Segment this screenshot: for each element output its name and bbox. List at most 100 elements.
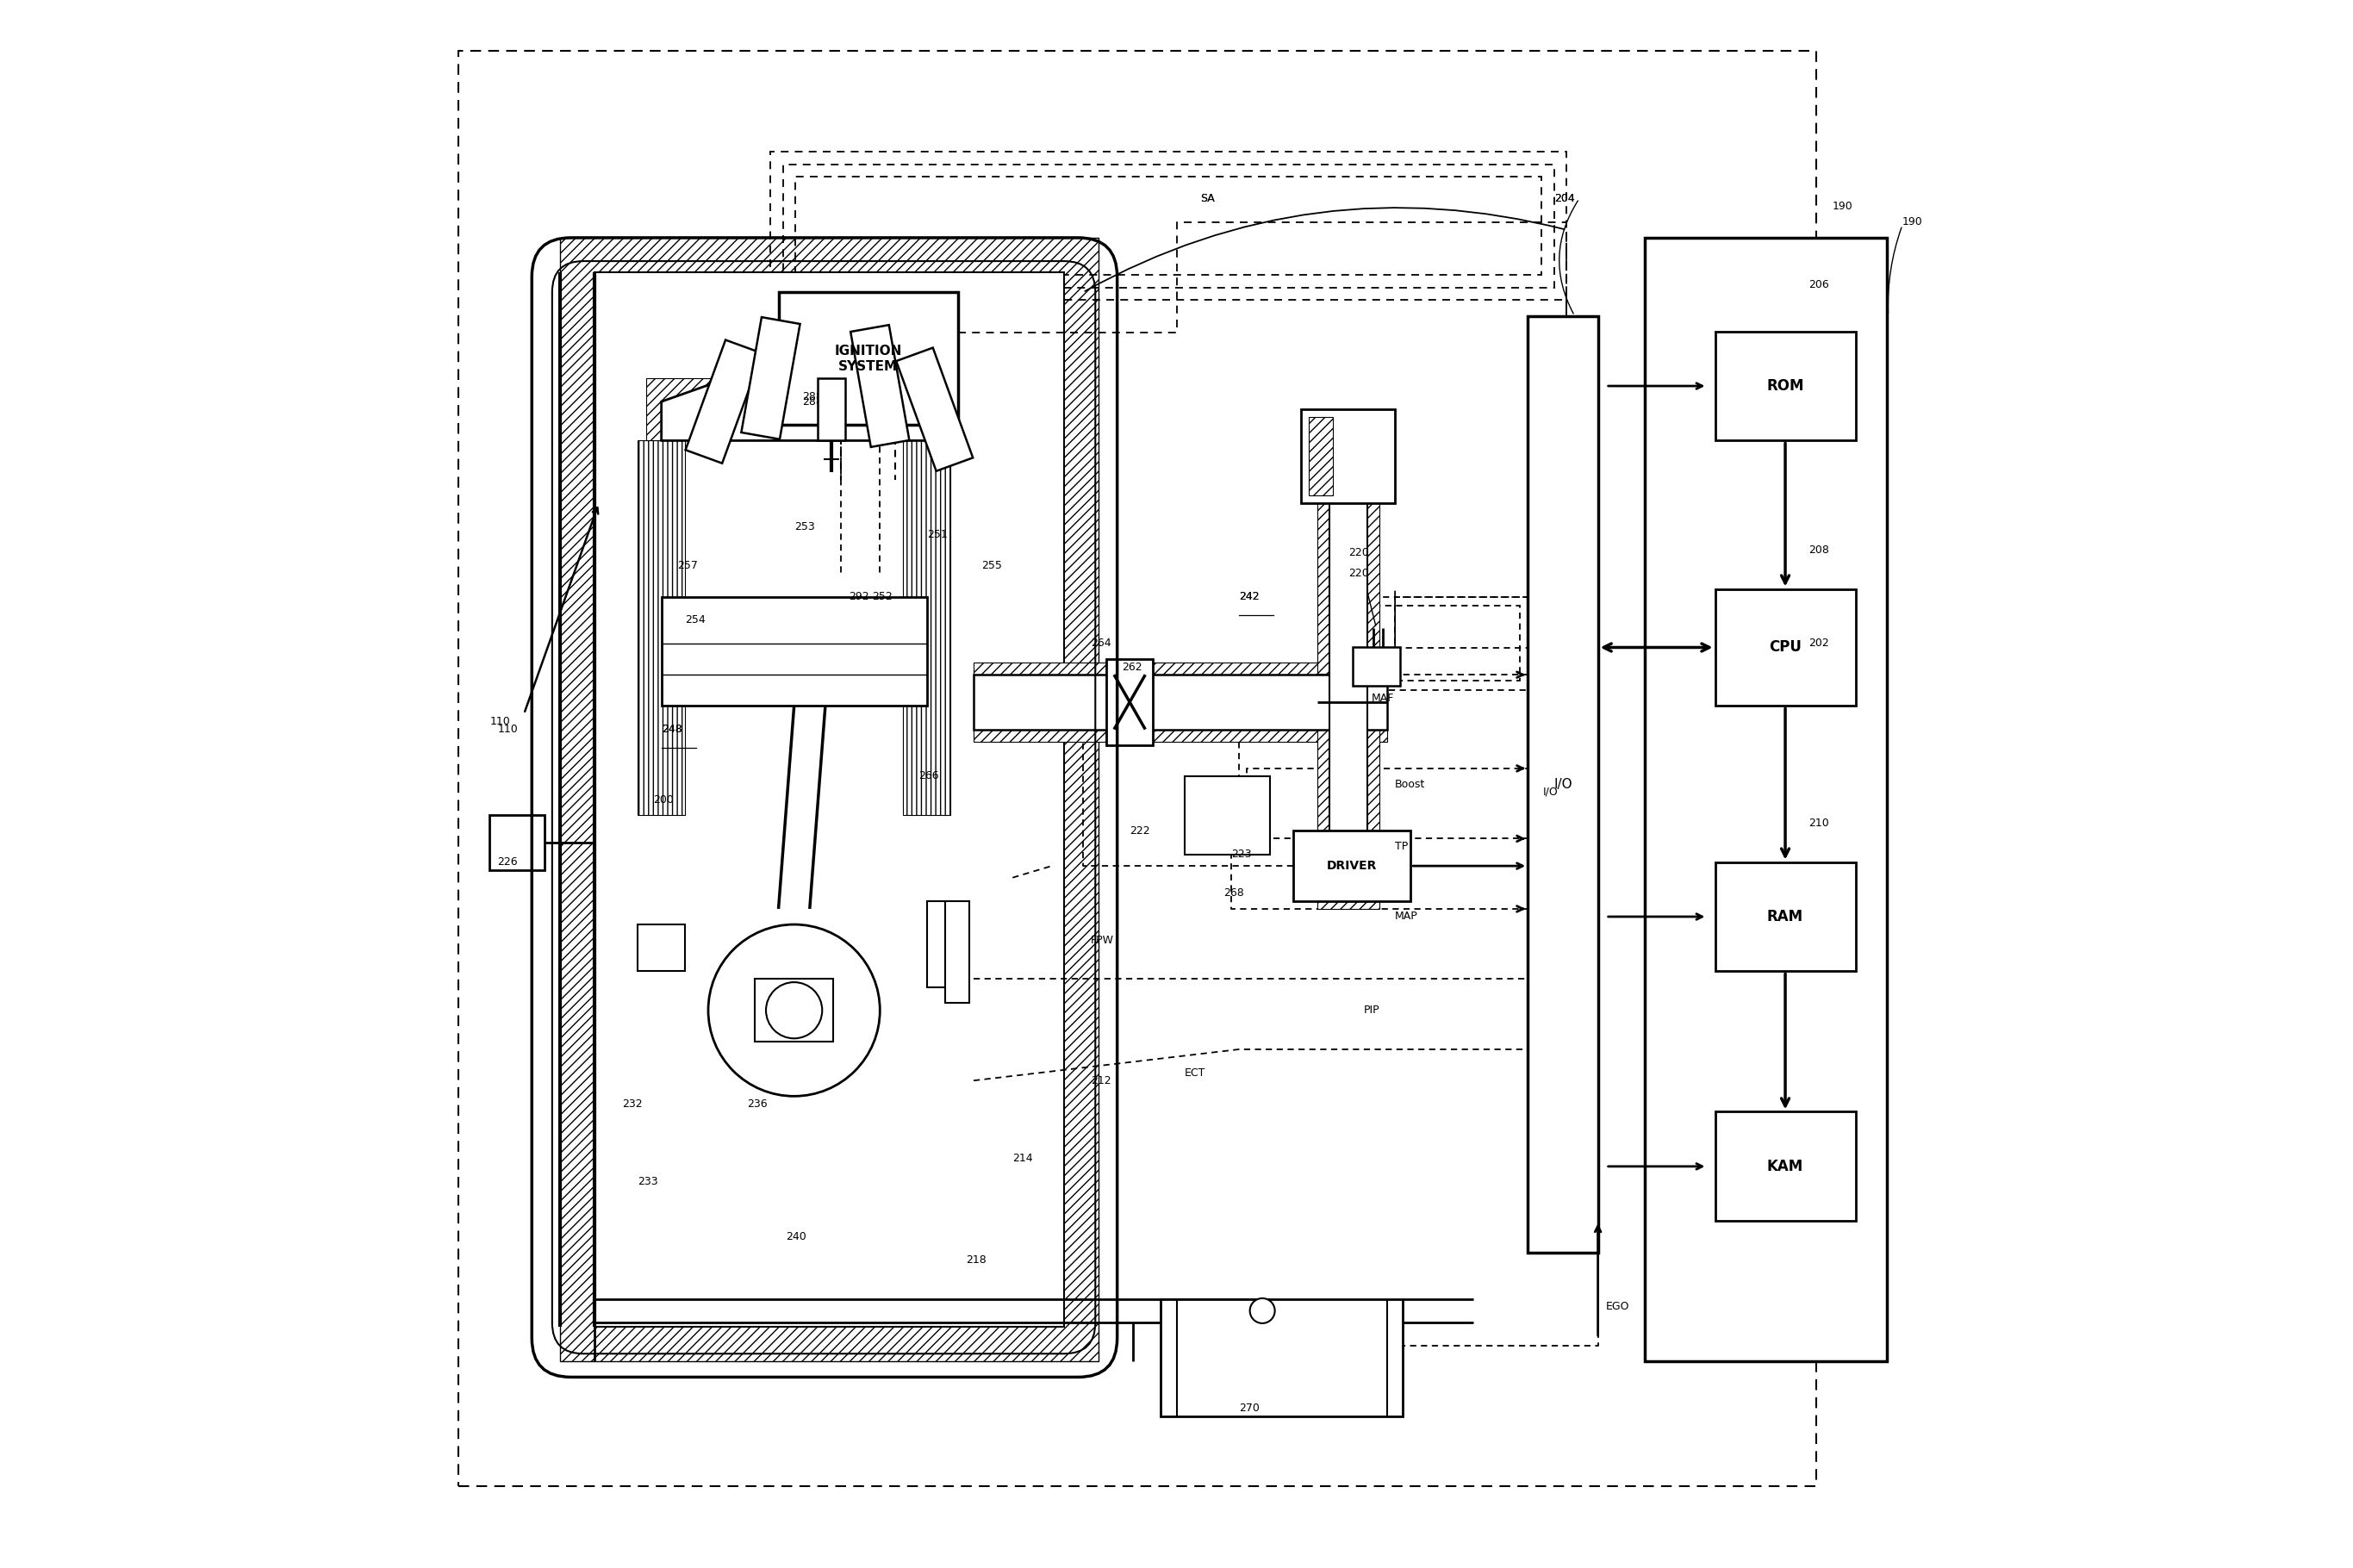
Polygon shape (685, 340, 762, 463)
Text: 202: 202 (1809, 638, 1828, 649)
Text: 226: 226 (496, 856, 518, 867)
Text: TP: TP (1395, 840, 1407, 851)
Text: ECT: ECT (1184, 1068, 1205, 1079)
Text: 204: 204 (1555, 193, 1574, 204)
Text: MAF: MAF (1372, 693, 1395, 704)
Bar (560, 238, 1099, 1361)
Text: 257: 257 (678, 560, 696, 571)
Bar (1715, 862, 1857, 971)
Text: SA: SA (1200, 193, 1214, 204)
Circle shape (1249, 1298, 1275, 1323)
Text: 212: 212 (1092, 1076, 1111, 1087)
Bar (645, 378, 934, 441)
Bar (904, 441, 951, 815)
Bar (974, 662, 1388, 742)
Bar (1715, 590, 1857, 706)
Bar (1188, 781, 1266, 850)
Text: 292: 292 (849, 591, 868, 602)
Text: 214: 214 (1012, 1152, 1033, 1163)
Bar (816, 378, 845, 441)
Text: 200: 200 (654, 793, 675, 806)
Text: FPW: FPW (1092, 935, 1113, 946)
Bar (1329, 503, 1367, 902)
Text: SA: SA (1200, 193, 1214, 204)
Text: 204: 204 (1555, 193, 1574, 204)
Text: 248: 248 (661, 724, 682, 735)
Text: 208: 208 (1809, 544, 1828, 555)
Text: 270: 270 (1240, 1403, 1259, 1414)
Text: I/O: I/O (1544, 786, 1558, 798)
Text: 240: 240 (786, 1231, 807, 1242)
Text: 190: 190 (1901, 216, 1922, 227)
Bar (1715, 1112, 1857, 1221)
Bar (755, 978, 833, 1041)
Bar (459, 50, 1817, 1486)
Text: 262: 262 (1122, 662, 1141, 673)
Bar (1715, 331, 1857, 441)
Bar (595, 273, 1064, 1327)
Polygon shape (896, 348, 972, 470)
Bar (638, 441, 685, 815)
Text: MAP: MAP (1395, 911, 1419, 922)
Polygon shape (849, 325, 908, 447)
Text: 248: 248 (661, 724, 682, 735)
Bar (927, 902, 958, 986)
Text: 288: 288 (802, 392, 824, 403)
Bar (638, 925, 685, 971)
Bar (1294, 831, 1412, 902)
Polygon shape (685, 340, 762, 463)
Text: 288: 288 (802, 397, 824, 408)
Text: 220: 220 (1348, 547, 1369, 558)
Bar (1645, 238, 1887, 1361)
Circle shape (767, 982, 821, 1038)
Text: 218: 218 (965, 1254, 986, 1265)
Bar (1318, 503, 1379, 909)
Text: KAM: KAM (1767, 1159, 1802, 1174)
Text: 255: 255 (981, 560, 1002, 571)
Circle shape (708, 925, 880, 1096)
Text: 266: 266 (920, 770, 939, 782)
Text: CPU: CPU (1769, 640, 1802, 655)
Bar (661, 597, 927, 706)
Text: 254: 254 (685, 615, 706, 626)
Text: 268: 268 (1224, 887, 1245, 898)
Bar (974, 674, 1388, 729)
Bar (1184, 776, 1271, 855)
Text: 242: 242 (1240, 591, 1259, 602)
Bar (1106, 659, 1153, 745)
Bar (795, 177, 1541, 274)
Text: 222: 222 (1129, 825, 1151, 836)
Bar (1353, 646, 1400, 685)
Polygon shape (741, 317, 800, 439)
Text: EGO: EGO (1605, 1301, 1628, 1312)
Text: 242: 242 (1240, 591, 1259, 602)
Text: PIP: PIP (1365, 1005, 1379, 1016)
Text: 232: 232 (624, 1098, 642, 1110)
Text: 236: 236 (748, 1098, 767, 1110)
Text: 223: 223 (1231, 848, 1252, 859)
Text: IGNITION
SYSTEM: IGNITION SYSTEM (835, 345, 901, 373)
Bar (489, 815, 544, 870)
Text: ROM: ROM (1767, 378, 1805, 394)
Bar (779, 292, 958, 425)
Text: DRIVER: DRIVER (1327, 859, 1377, 872)
Text: 251: 251 (927, 528, 948, 539)
Bar (1355, 597, 1527, 690)
Bar (772, 152, 1567, 299)
Bar (784, 165, 1555, 287)
Text: 206: 206 (1809, 279, 1828, 290)
Bar (1301, 409, 1395, 503)
Bar (1308, 417, 1332, 495)
Bar (1160, 1298, 1402, 1416)
Text: 264: 264 (1092, 638, 1111, 649)
Text: 110: 110 (496, 724, 518, 735)
Polygon shape (661, 354, 927, 441)
Text: 110: 110 (489, 717, 511, 728)
Text: 210: 210 (1809, 817, 1828, 828)
Bar (1527, 315, 1598, 1253)
Text: I/O: I/O (1553, 778, 1572, 790)
Polygon shape (741, 317, 800, 439)
Text: 253: 253 (793, 521, 814, 532)
Text: RAM: RAM (1767, 909, 1802, 925)
Bar (1365, 607, 1520, 681)
